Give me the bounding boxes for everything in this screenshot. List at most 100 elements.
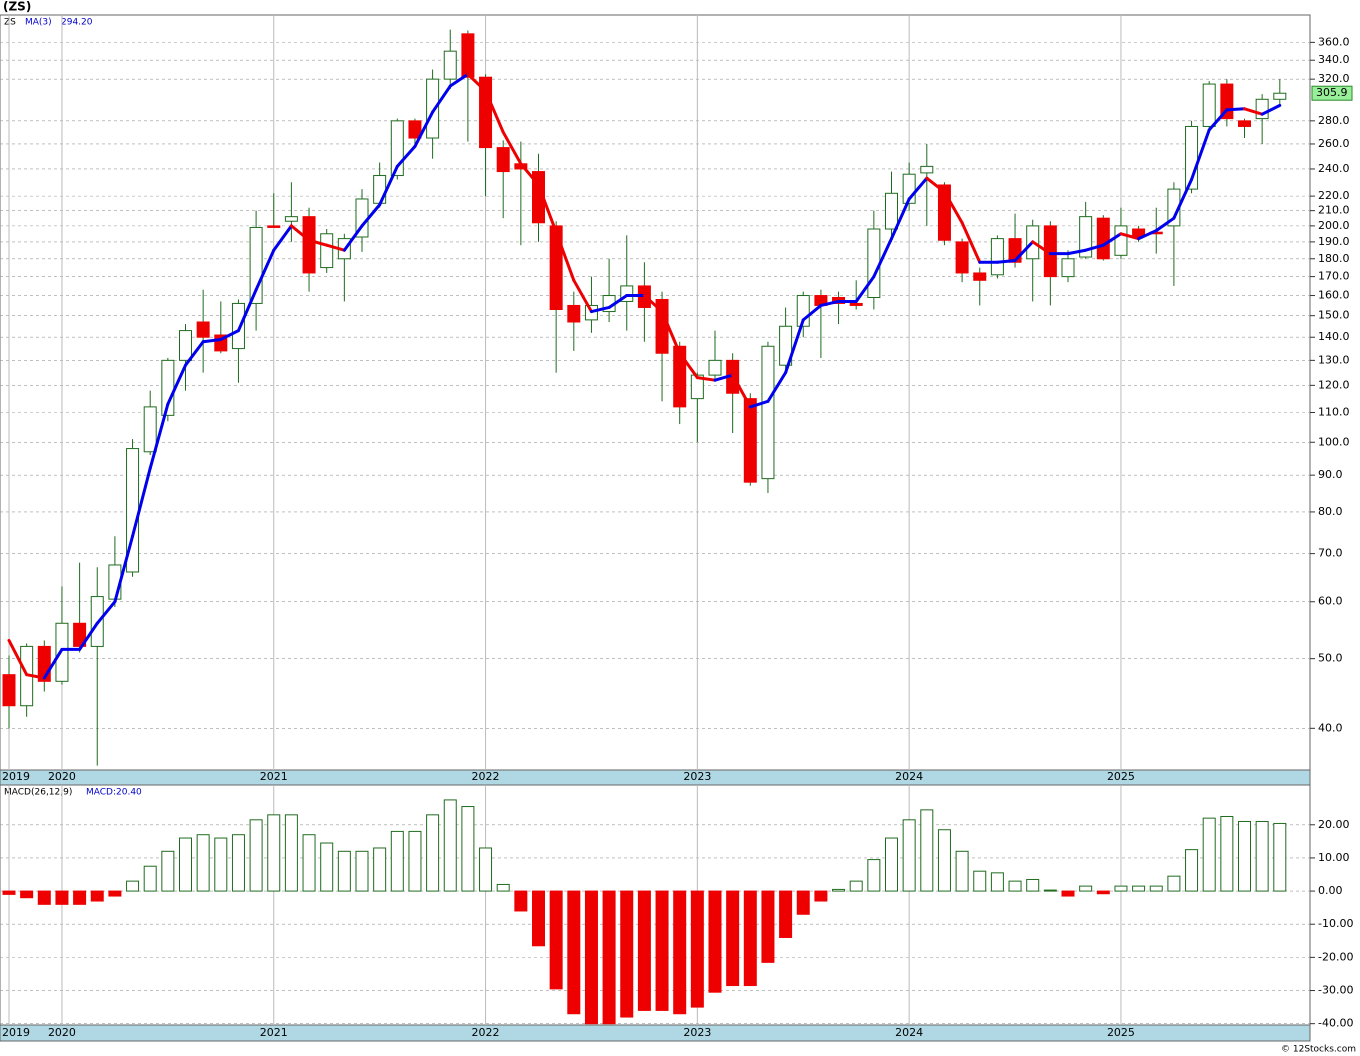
macd-bar <box>814 890 828 902</box>
macd-bar <box>867 859 881 892</box>
macd-bar <box>567 890 581 1015</box>
macd-bar <box>108 890 122 897</box>
ma-line <box>395 144 417 168</box>
y-tick-label: 10.00 <box>1318 851 1350 864</box>
y-tick-label: 70.0 <box>1318 547 1343 560</box>
macd-bar <box>320 842 334 892</box>
y-tick-label: -30.00 <box>1318 984 1353 997</box>
macd-bar <box>2 890 16 895</box>
macd-bar <box>1202 817 1216 892</box>
macd-bar <box>373 847 387 892</box>
ma-line <box>678 351 699 380</box>
macd-bar <box>73 890 87 905</box>
macd-bar <box>461 806 475 892</box>
macd-bar <box>1132 885 1146 892</box>
candle-body <box>461 33 475 78</box>
candle-body <box>849 302 863 306</box>
y-tick-label: 100.0 <box>1318 435 1350 448</box>
macd-bar <box>1185 849 1199 892</box>
ma-line <box>78 621 99 651</box>
macd-bar <box>443 799 457 892</box>
ma-line <box>642 294 664 314</box>
macd-bar <box>267 814 281 892</box>
x-tick-label: 2020 <box>48 1026 76 1039</box>
x-tick-label: 2024 <box>895 1026 923 1039</box>
macd-bar <box>885 837 898 892</box>
candle-body <box>267 225 281 228</box>
macd-bar <box>549 890 563 990</box>
ma-line <box>801 303 823 322</box>
y-tick-label: 220.0 <box>1318 189 1350 202</box>
ma-line <box>1207 108 1229 132</box>
y-tick-label: 90.0 <box>1318 468 1343 481</box>
ma-line <box>660 310 682 355</box>
ma-line <box>537 183 558 234</box>
chart-title: (ZS) <box>3 0 31 14</box>
macd-bar <box>1220 815 1234 892</box>
macd-bar <box>1238 820 1251 892</box>
macd-bar <box>779 890 793 938</box>
x-tick-label: 2022 <box>472 770 500 783</box>
candle-body <box>73 622 87 647</box>
ma-line <box>960 221 982 264</box>
ma-line <box>431 84 452 114</box>
candle-body <box>2 674 16 707</box>
macd-bar <box>1114 885 1128 892</box>
ma-line <box>1243 107 1264 116</box>
ma-line <box>95 600 117 625</box>
macd-bar <box>1079 885 1093 892</box>
ma-line <box>113 534 135 604</box>
last-price-box <box>1311 85 1353 101</box>
macd-bar <box>355 850 369 892</box>
y-tick-label: 320.0 <box>1318 72 1350 85</box>
x-tick-label: 2019 <box>2 770 30 783</box>
ma-line <box>1013 240 1035 263</box>
macd-bar <box>1026 878 1040 892</box>
candle-body <box>426 78 440 139</box>
macd-bar <box>426 814 440 892</box>
candle-body <box>284 216 298 222</box>
ma-line <box>1154 216 1176 233</box>
y-tick-label: 190.0 <box>1318 235 1350 248</box>
ma-line <box>695 376 717 382</box>
x-axis-strip <box>0 1024 1311 1042</box>
y-tick-label: 360.0 <box>1318 35 1350 48</box>
macd-bar <box>231 834 245 892</box>
ma-line <box>607 294 629 309</box>
macd-bar <box>196 834 210 892</box>
ma-line <box>1225 107 1246 112</box>
candle-body <box>708 359 722 376</box>
ma-line <box>378 164 399 207</box>
macd-bar <box>673 890 687 1015</box>
ma-line <box>184 340 205 367</box>
x-tick-label: 2024 <box>895 770 923 783</box>
y-tick-label: 120.0 <box>1318 378 1350 391</box>
macd-bar <box>532 890 545 947</box>
candle-body <box>320 233 334 269</box>
x-tick-label: 2021 <box>260 1026 288 1039</box>
x-tick-label: 2025 <box>1107 770 1135 783</box>
macd-bar <box>602 890 616 1025</box>
ma-line <box>995 259 1017 264</box>
x-tick-label: 2023 <box>683 770 711 783</box>
ma-line <box>907 176 929 201</box>
macd-bar <box>390 830 404 892</box>
macd-bar <box>637 890 651 1011</box>
y-tick-label: 280.0 <box>1318 114 1350 127</box>
y-tick-label: 180.0 <box>1318 252 1350 265</box>
ma-line <box>731 373 752 409</box>
macd-bar <box>55 890 69 905</box>
candle-body <box>885 192 898 230</box>
candle-body <box>567 304 581 323</box>
macd-bar <box>337 850 351 892</box>
candle-body <box>231 302 245 350</box>
ma-line <box>360 203 382 228</box>
x-tick-label: 2022 <box>472 1026 500 1039</box>
ma-line <box>236 288 258 333</box>
y-tick-label: 0.00 <box>1318 884 1343 897</box>
y-tick-label: -10.00 <box>1318 917 1353 930</box>
ma-line <box>272 224 293 252</box>
ma-line <box>466 72 488 93</box>
candle-body <box>1096 217 1110 260</box>
macd-bar <box>1008 880 1022 892</box>
